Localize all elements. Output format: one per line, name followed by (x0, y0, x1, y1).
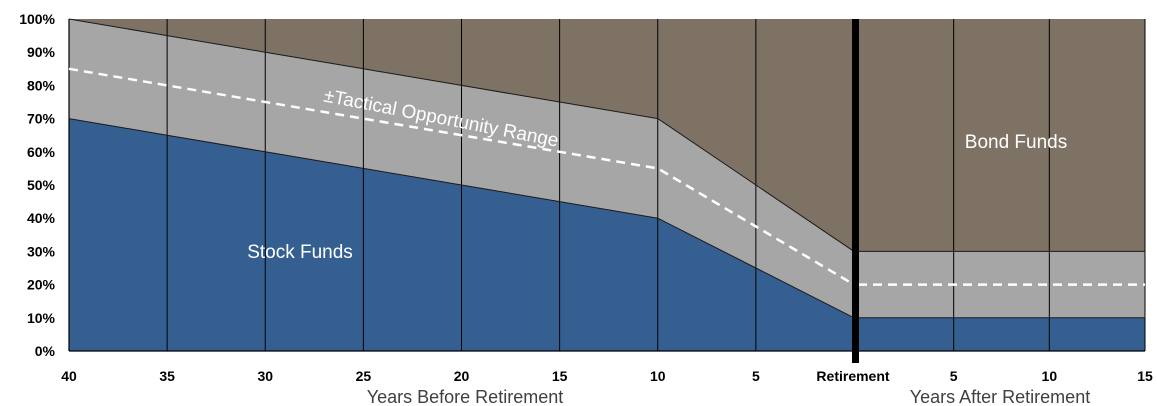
retirement-marker-bar (852, 19, 859, 363)
target-allocation-dashed-line (68, 67, 1145, 286)
y-tick-label: 80% (27, 77, 56, 93)
x-axis-tick-labels: 40 35 30 25 20 15 10 5 Retirement 5 10 15 (61, 368, 1153, 384)
bond-funds-label: Bond Funds (965, 132, 1067, 153)
x-tick-label: 10 (650, 368, 666, 384)
x-tick-label: 10 (1042, 368, 1058, 384)
x-axis-title-before: Years Before Retirement (367, 387, 563, 406)
stock-funds-area-after (858, 317, 1145, 351)
y-tick-label: 40% (27, 210, 56, 226)
y-tick-label: 0% (35, 343, 56, 359)
y-tick-label: 90% (27, 44, 56, 60)
x-tick-label: 15 (552, 368, 568, 384)
y-tick-label: 70% (27, 111, 56, 127)
plot-areas (69, 19, 1145, 351)
y-tick-label: 30% (27, 243, 56, 259)
x-tick-label-retirement: Retirement (816, 368, 889, 384)
y-tick-label: 10% (27, 310, 56, 326)
range-upper-boundary-line (68, 18, 855, 252)
x-tick-label: 20 (454, 368, 470, 384)
x-tick-label: 15 (1137, 368, 1153, 384)
x-axis-title-after: Years After Retirement (910, 387, 1090, 406)
stock-funds-label: Stock Funds (247, 242, 353, 263)
x-tick-label: 25 (356, 368, 372, 384)
x-tick-label: 30 (257, 368, 273, 384)
gridlines (68, 19, 1146, 352)
y-tick-label: 20% (27, 277, 56, 293)
y-tick-label: 100% (19, 11, 55, 27)
x-tick-label: 5 (752, 368, 760, 384)
y-axis-tick-labels: 100% 90% 80% 70% 60% 50% 40% 30% 20% 10% 0% (19, 11, 55, 359)
stock-boundary-line (68, 118, 855, 319)
y-tick-label: 60% (27, 144, 56, 160)
target-dashed-line-before (68, 67, 855, 286)
y-tick-label: 50% (27, 177, 56, 193)
x-tick-label: 40 (61, 368, 77, 384)
series-boundary-lines (68, 18, 1145, 319)
x-tick-label: 5 (950, 368, 958, 384)
x-tick-label: 35 (159, 368, 175, 384)
